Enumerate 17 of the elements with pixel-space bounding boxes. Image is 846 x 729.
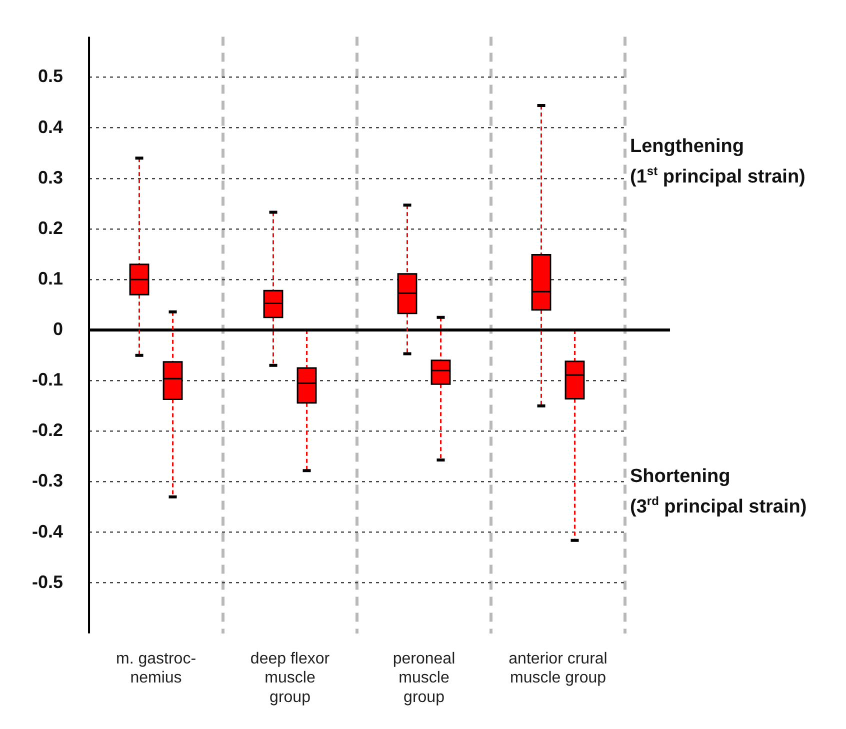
text: Shortening (3$^{rd}$ principal strain)	[630, 465, 807, 520]
y-tick-label: 0.5	[38, 66, 64, 86]
y-tick-label: -0.3	[32, 470, 64, 491]
y-tick-label: 0.4	[38, 116, 64, 137]
y-tick-label: 0.2	[38, 218, 64, 238]
y-tick-label: -0.4	[32, 521, 64, 542]
x-tick-label: deep flexor muscle group	[250, 650, 330, 706]
y-tick-label: -0.1	[32, 370, 64, 390]
text: Lengthening (1$^{st}$ principal strain)	[630, 135, 806, 190]
y-tick-label: 0	[53, 319, 64, 340]
x-tick-label: m. gastroc- nemius	[116, 650, 196, 687]
y-tick-label: 0.3	[38, 167, 64, 188]
y-tick-label: -0.2	[32, 420, 64, 440]
x-tick-label: anterior crural muscle group	[508, 650, 608, 687]
x-tick-label: peroneal muscle group	[392, 650, 456, 706]
y-tick-label: -0.5	[32, 572, 64, 592]
y-tick-label: 0.1	[38, 268, 64, 288]
